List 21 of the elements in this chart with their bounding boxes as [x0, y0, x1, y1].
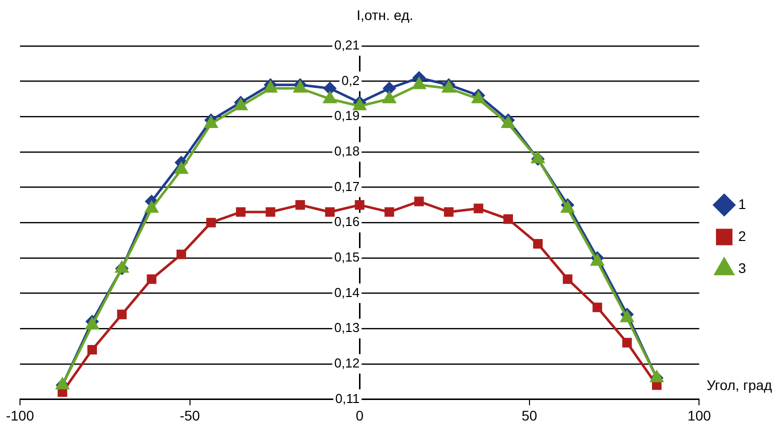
y-tick-label: 0,12 — [334, 355, 360, 370]
y-tick-label: 0,15 — [334, 250, 360, 264]
x-tick-label: 0 — [356, 407, 364, 424]
y-tick-label: 0,18 — [334, 144, 360, 159]
legend-label: 2 — [738, 228, 746, 244]
y-tick-label: 0,13 — [334, 320, 360, 336]
x-tick-label: 50 — [522, 407, 538, 424]
legend-label: 3 — [738, 260, 746, 276]
x-tick-label: 100 — [688, 407, 712, 424]
y-tick-label: 0,16 — [334, 214, 360, 230]
y-tick-label: 0,17 — [334, 178, 360, 194]
y-axis-title: I,отн. ед. — [356, 6, 414, 23]
x-axis-title: Угол, град — [706, 377, 772, 394]
x-tick-label: -100 — [6, 407, 34, 424]
y-tick-label: 0,21 — [334, 38, 360, 53]
y-tick-label: 0,14 — [334, 284, 360, 300]
y-tick-label: 0,11 — [335, 390, 360, 406]
legend-label: 1 — [738, 196, 746, 212]
x-tick-label: -50 — [180, 407, 200, 424]
y-tick-label: 0,2 — [342, 72, 360, 88]
y-tick-label: 0,19 — [334, 108, 360, 124]
